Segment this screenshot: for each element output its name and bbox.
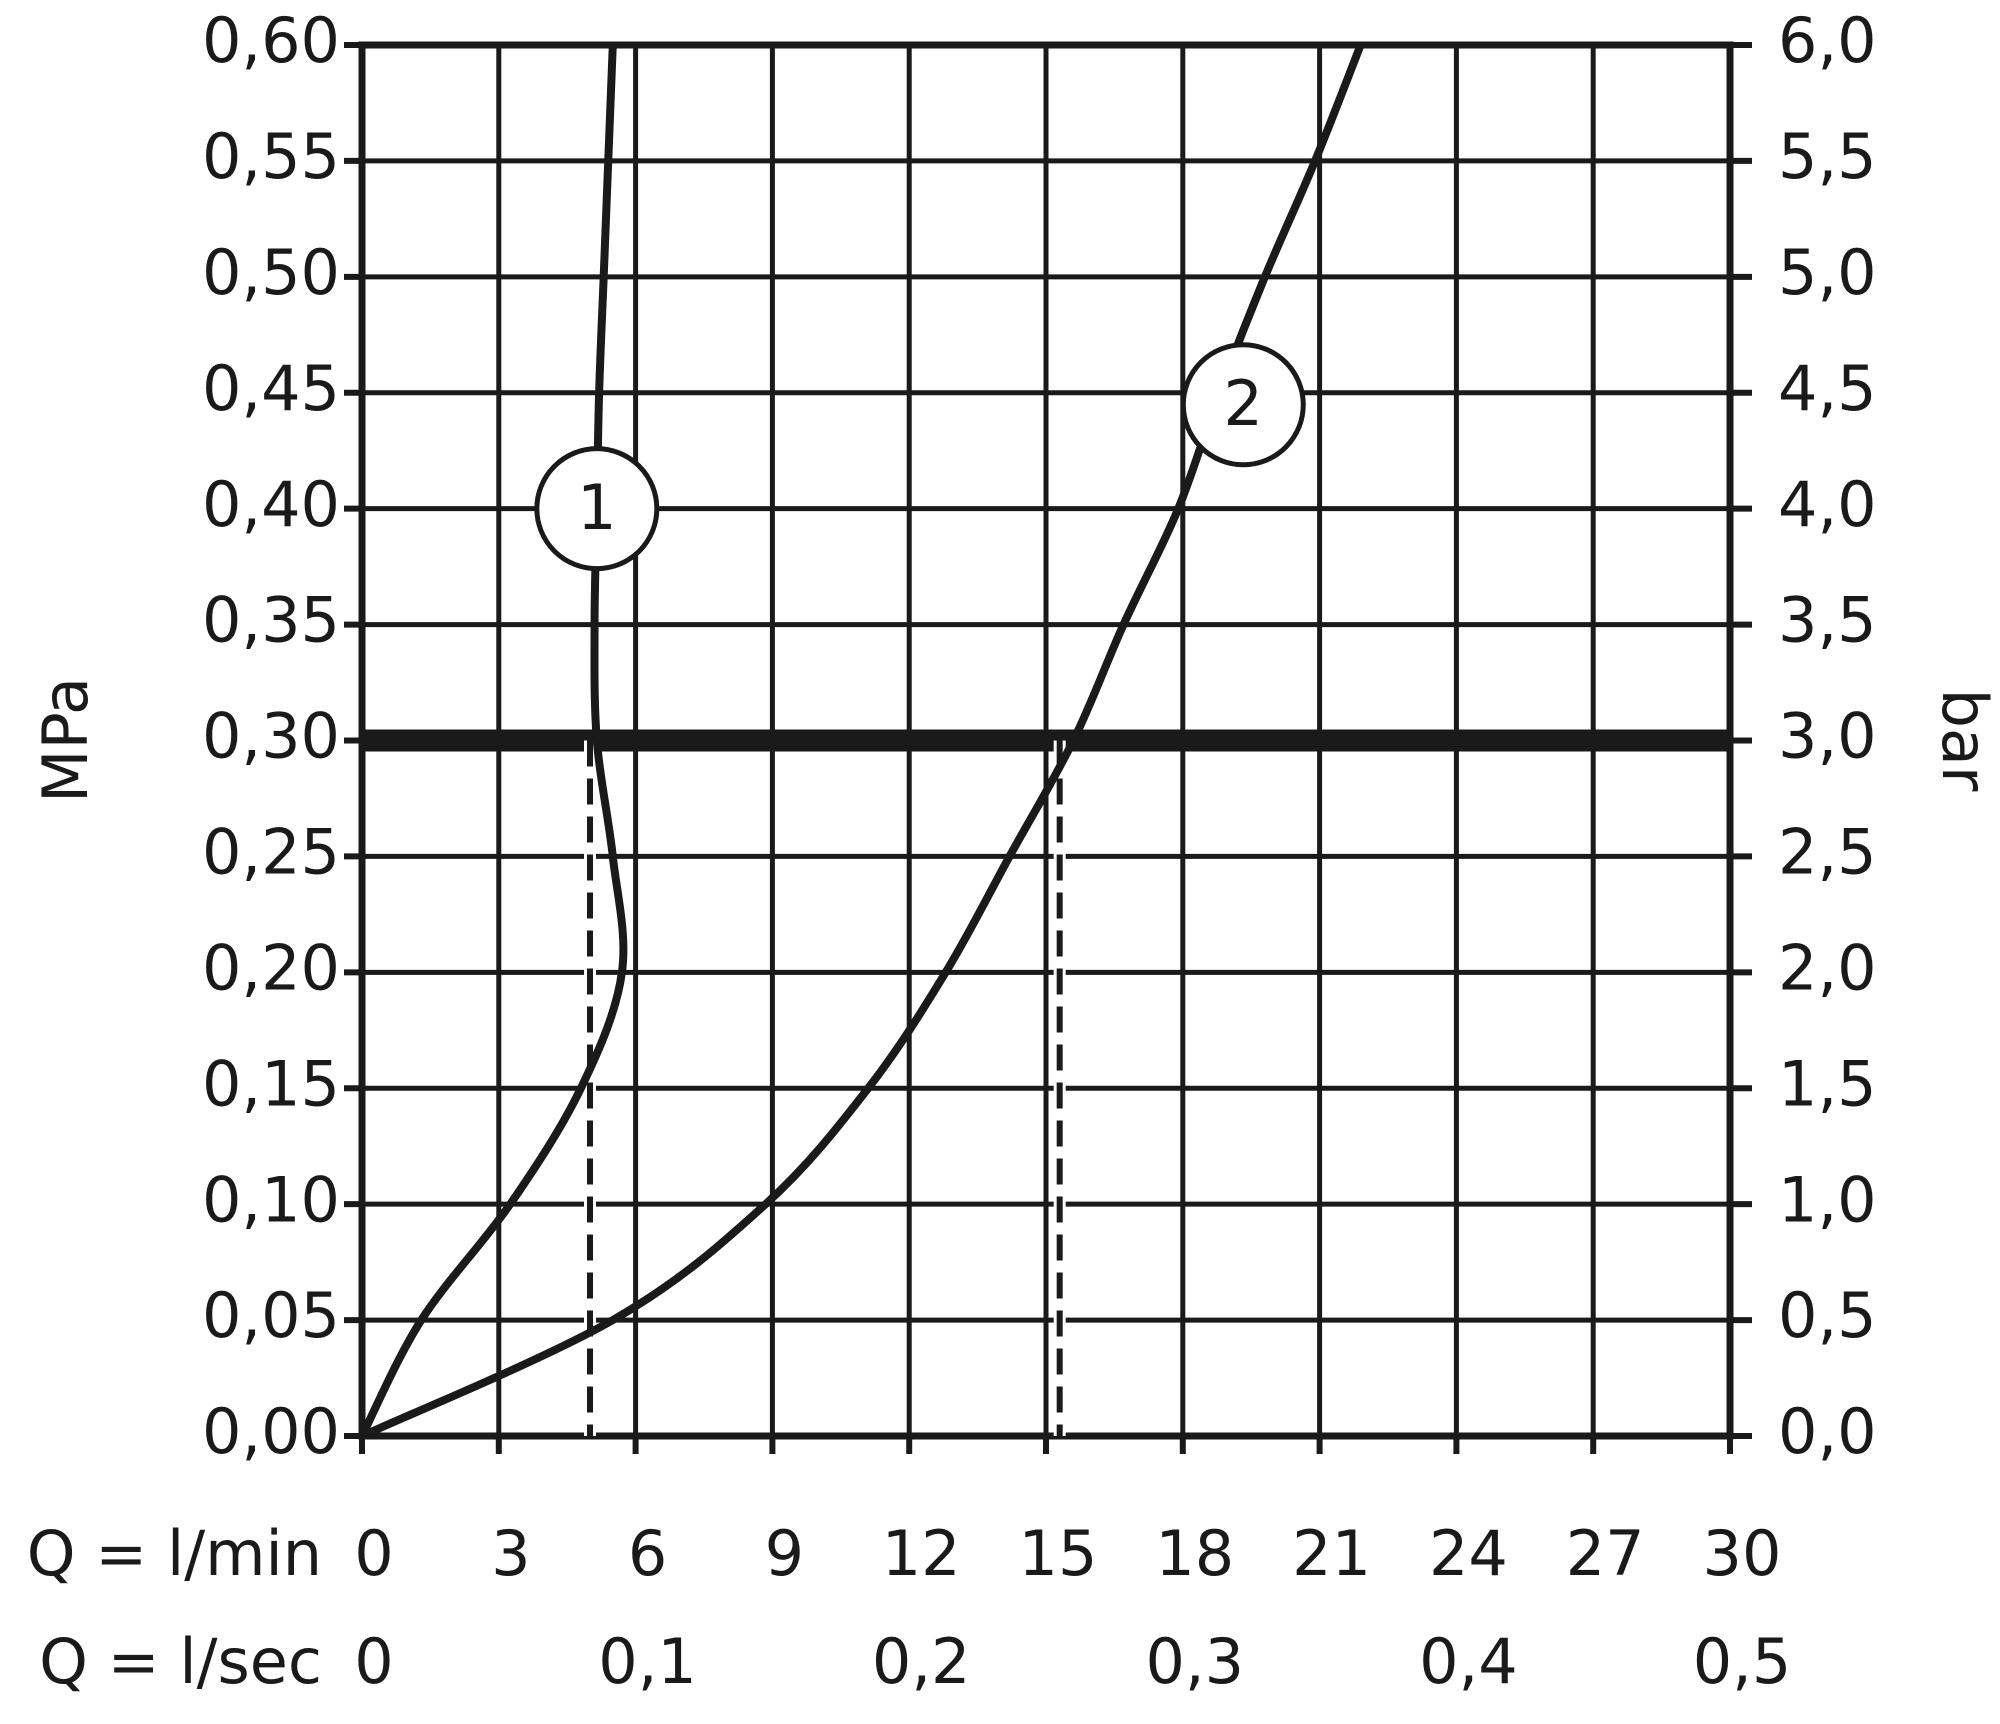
y-tick-label: 0,50 bbox=[202, 236, 340, 309]
y2-tick-label: 0,0 bbox=[1778, 1395, 1877, 1468]
y2-tick-label: 4,5 bbox=[1778, 352, 1877, 425]
y2-tick-label: 3,0 bbox=[1778, 700, 1877, 773]
y-tick-label: 0,45 bbox=[202, 352, 340, 425]
x2-tick-label: 0,5 bbox=[1693, 1625, 1792, 1698]
x-tick-label: 6 bbox=[628, 1517, 667, 1590]
y-tick-label: 0,00 bbox=[202, 1395, 340, 1468]
curve bbox=[358, 44, 628, 1438]
x-tick-label: 0 bbox=[354, 1517, 393, 1590]
series-badge bbox=[1180, 342, 1306, 468]
y-tick-label: 0,40 bbox=[202, 468, 340, 541]
y2-tick-label: 3,5 bbox=[1778, 584, 1877, 657]
x-tick-label: 24 bbox=[1429, 1517, 1508, 1590]
x-tick-label: 21 bbox=[1292, 1517, 1371, 1590]
x-tick-label: 18 bbox=[1155, 1517, 1234, 1590]
y-tick-label: 0,15 bbox=[202, 1047, 340, 1120]
y2-axis-label: bar bbox=[1928, 689, 2000, 792]
x2-axis-label: Q = l/sec bbox=[39, 1625, 322, 1698]
series-label: 2 bbox=[1224, 367, 1263, 440]
y-axis-label: MPa bbox=[29, 677, 102, 803]
y-tick-label: 0,05 bbox=[202, 1279, 340, 1352]
x-tick-label: 3 bbox=[491, 1517, 530, 1590]
y2-tick-label: 6,0 bbox=[1778, 4, 1877, 77]
y-tick-label: 0,30 bbox=[202, 700, 340, 773]
x2-tick-label: 0,2 bbox=[872, 1625, 971, 1698]
y2-tick-label: 2,5 bbox=[1778, 816, 1877, 889]
y2-tick-label: 5,5 bbox=[1778, 120, 1877, 193]
y2-tick-label: 2,0 bbox=[1778, 931, 1877, 1004]
x-tick-label: 30 bbox=[1703, 1517, 1782, 1590]
x-tick-label: 27 bbox=[1566, 1517, 1645, 1590]
x-tick-label: 12 bbox=[882, 1517, 961, 1590]
curve bbox=[360, 43, 1365, 1440]
x-tick-label: 15 bbox=[1019, 1517, 1098, 1590]
y-tick-label: 0,35 bbox=[202, 584, 340, 657]
y2-tick-label: 5,0 bbox=[1778, 236, 1877, 309]
x2-tick-label: 0,3 bbox=[1145, 1625, 1244, 1698]
x2-tick-label: 0,4 bbox=[1419, 1625, 1518, 1698]
y2-tick-label: 4,0 bbox=[1778, 468, 1877, 541]
x2-tick-label: 0 bbox=[354, 1625, 393, 1698]
series-label: 1 bbox=[577, 471, 616, 544]
y-tick-label: 0,25 bbox=[202, 816, 340, 889]
series-badge bbox=[534, 446, 660, 572]
y-tick-label: 0,55 bbox=[202, 120, 340, 193]
y-tick-label: 0,20 bbox=[202, 931, 340, 1004]
y-tick-label: 0,10 bbox=[202, 1163, 340, 1236]
y2-tick-label: 1,5 bbox=[1778, 1047, 1877, 1120]
x-axis-label: Q = l/min bbox=[27, 1517, 322, 1590]
y-tick-label: 0,60 bbox=[202, 4, 340, 77]
x2-tick-label: 0,1 bbox=[598, 1625, 697, 1698]
y2-tick-label: 0,5 bbox=[1778, 1279, 1877, 1352]
y2-tick-label: 1,0 bbox=[1778, 1163, 1877, 1236]
x-tick-label: 9 bbox=[765, 1517, 804, 1590]
